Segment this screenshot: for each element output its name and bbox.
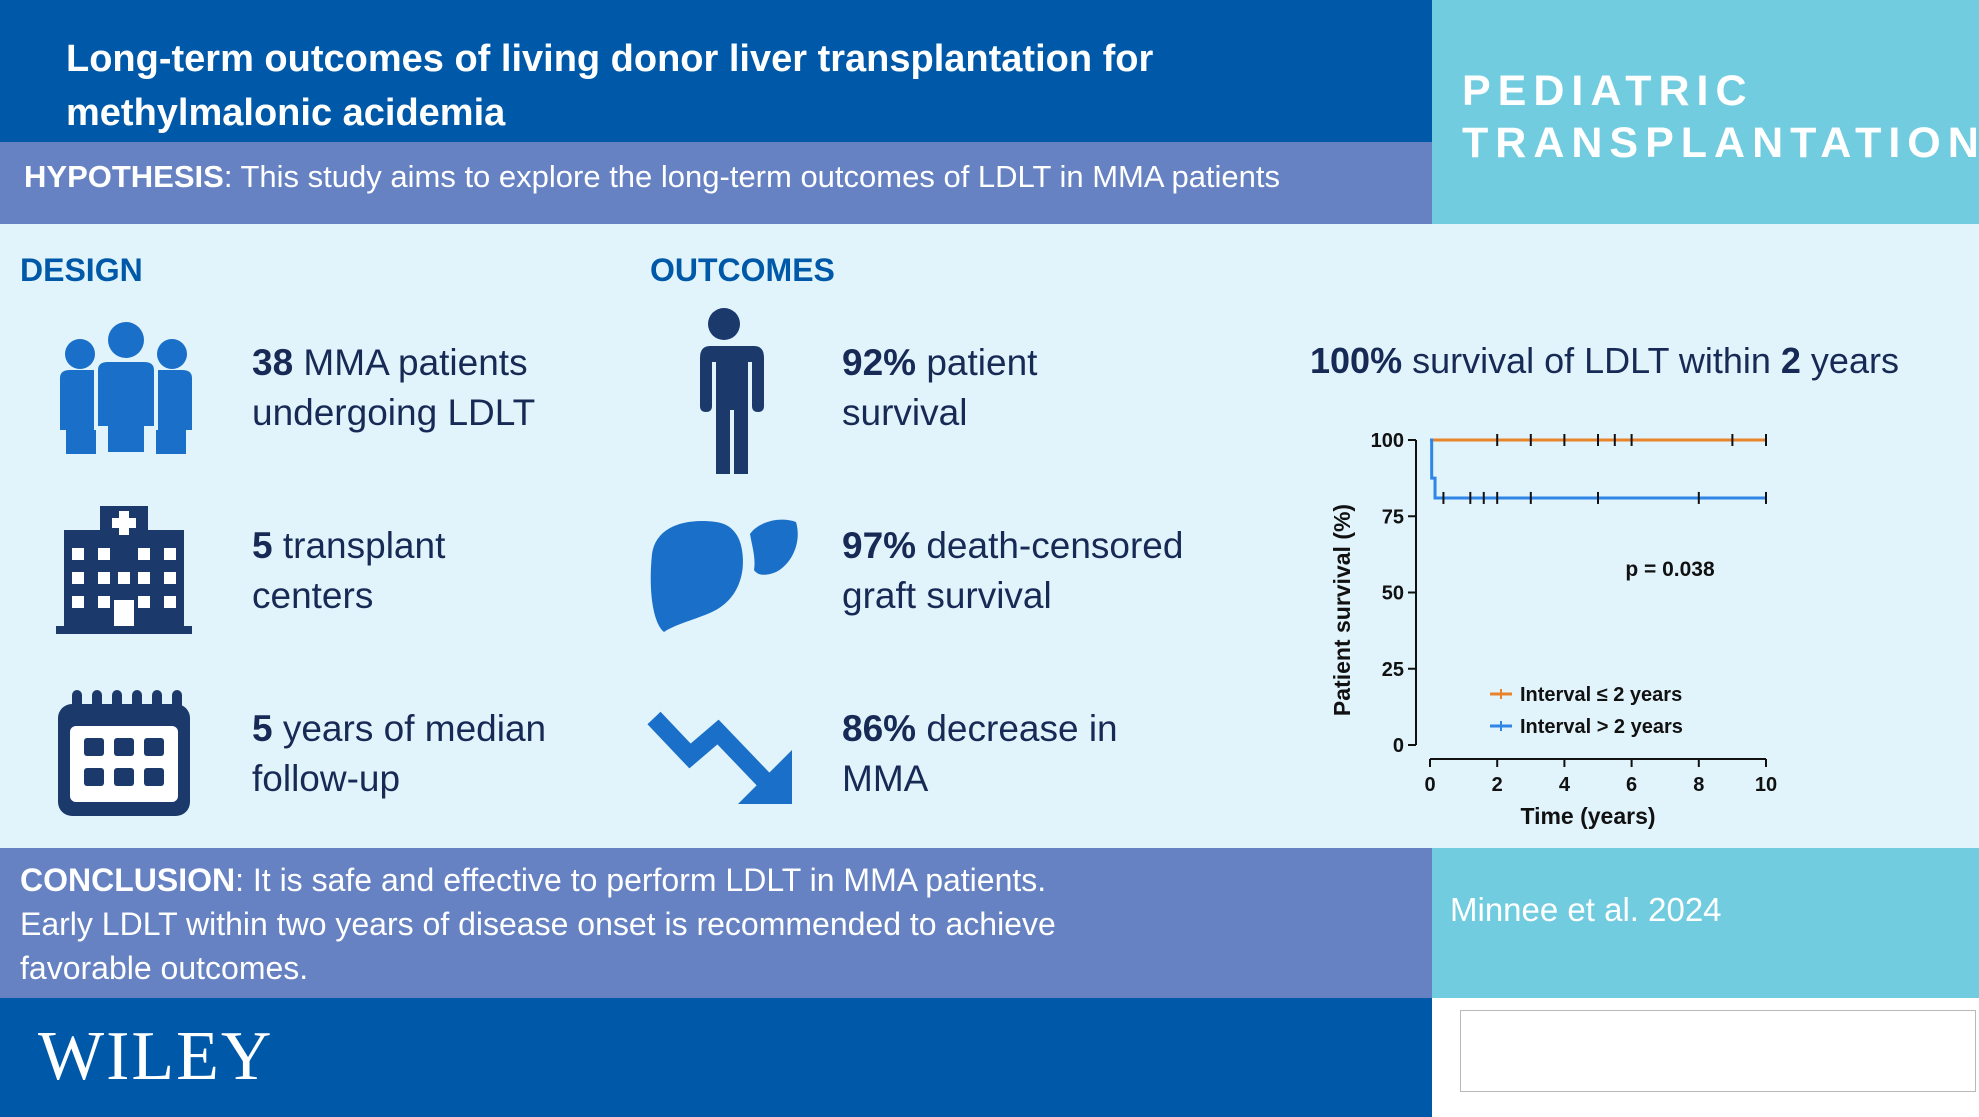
y-tick-label: 0 — [1393, 735, 1404, 757]
survival-headline: 100% survival of LDLT within 2 years — [1310, 340, 1899, 381]
chart-series — [1430, 434, 1767, 504]
journal-name-line1: PEDIATRIC — [1462, 67, 1754, 115]
journal-band — [1432, 0, 1979, 224]
survival-chart: 0 25 50 75 100 0 2 4 6 8 10 p = 0.038 Interval ≤ 2… — [1329, 430, 1778, 829]
y-tick-label: 75 — [1382, 506, 1404, 528]
y-tick-label: 25 — [1382, 659, 1404, 681]
design-heading: DESIGN — [20, 252, 143, 288]
legend-label-2: Interval > 2 years — [1520, 716, 1683, 738]
footer-placeholder-box — [1460, 1010, 1976, 1092]
design-item-centers: 5 transplant centers — [252, 525, 446, 616]
hypothesis-label: HYPOTHESIS — [24, 159, 224, 194]
y-tick-label: 50 — [1382, 583, 1404, 605]
p-value-annotation: p = 0.038 — [1625, 558, 1715, 581]
publisher-logo: WILEY — [38, 1018, 274, 1095]
conclusion-line3: favorable outcomes. — [20, 950, 309, 986]
x-tick-label: 8 — [1693, 774, 1704, 796]
design-item-follow-up: 5 years of median follow-up — [252, 708, 547, 799]
x-tick-label: 10 — [1755, 774, 1777, 796]
x-tick-label: 4 — [1559, 774, 1571, 796]
outcome-item-graft-survival: 97% death-censored graft survival — [842, 525, 1184, 616]
x-tick-label: 6 — [1626, 774, 1637, 796]
outcomes-heading: OUTCOMES — [650, 252, 835, 288]
citation-band — [1432, 848, 1979, 998]
people-group-icon — [60, 322, 192, 454]
title-band — [0, 0, 1432, 142]
y-tick-label: 100 — [1371, 430, 1404, 452]
conclusion-statement: CONCLUSION: It is safe and effective to … — [20, 858, 1420, 990]
hypothesis-text: : This study aims to explore the long-te… — [223, 159, 1281, 194]
outcome-item-patient-survival: 92% patient survival — [842, 342, 1038, 433]
chart-legend: Interval ≤ 2 years Interval > 2 years — [1490, 684, 1683, 738]
y-axis-label: Patient survival (%) — [1329, 504, 1355, 716]
outcome-item-mma-decrease: 86% decrease in MMA — [842, 708, 1118, 799]
conclusion-line1: : It is safe and effective to perform LD… — [235, 862, 1047, 898]
page-title: Long-term outcomes of living donor liver… — [66, 38, 1154, 134]
hypothesis-statement: HYPOTHESIS: This study aims to explore t… — [24, 157, 1280, 197]
footer-right-panel — [1432, 998, 1979, 1117]
person-icon — [694, 308, 764, 474]
calendar-icon — [58, 690, 190, 816]
conclusion-band — [0, 848, 1432, 998]
chart-axes: 0 25 50 75 100 0 2 4 6 8 10 — [1371, 430, 1778, 796]
conclusion-line2: Early LDLT within two years of disease o… — [20, 906, 1056, 942]
x-tick-label: 2 — [1492, 774, 1503, 796]
main-panel — [0, 224, 1979, 848]
conclusion-label: CONCLUSION — [20, 862, 236, 898]
x-tick-label: 0 — [1424, 774, 1435, 796]
footer-band — [0, 998, 1432, 1117]
legend-label-1: Interval ≤ 2 years — [1520, 684, 1682, 706]
hospital-icon — [56, 506, 192, 634]
hypothesis-band — [0, 142, 1432, 224]
journal-name-line2: TRANSPLANTATION — [1462, 119, 1979, 167]
x-axis-label: Time (years) — [1520, 803, 1655, 829]
journal-name: PEDIATRIC TRANSPLANTATION — [1462, 65, 1979, 169]
series-line-2 — [1430, 438, 1766, 500]
design-item-patients: 38 MMA patients undergoing LDLT — [252, 342, 536, 433]
liver-icon — [650, 519, 798, 632]
trend-down-arrow-icon — [647, 711, 792, 804]
citation: Minnee et al. 2024 — [1450, 891, 1722, 928]
